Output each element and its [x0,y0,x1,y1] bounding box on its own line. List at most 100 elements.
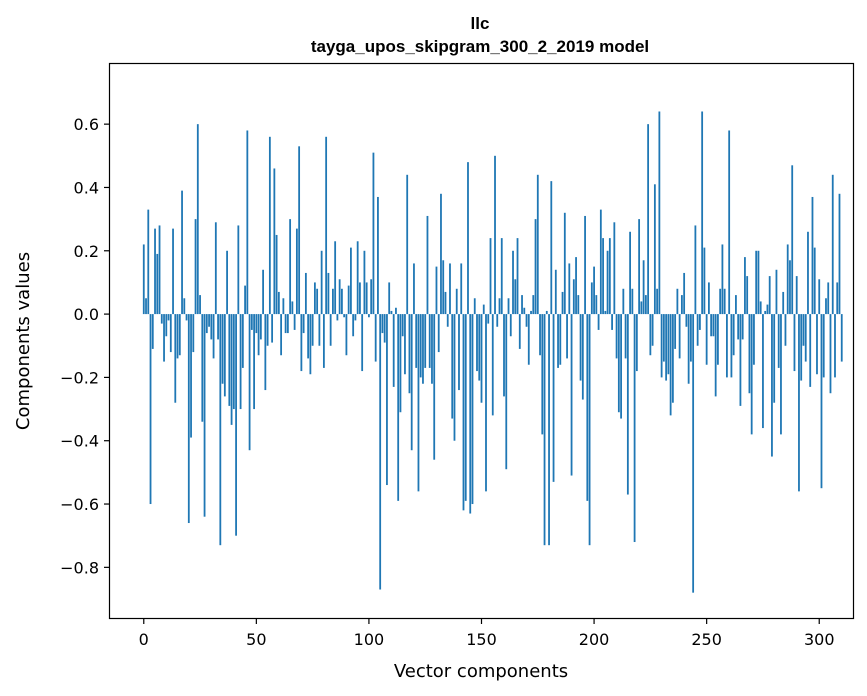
bar-161 [505,314,508,470]
bar-182 [552,314,555,482]
bar-96 [359,282,361,315]
bar-127 [428,314,431,368]
bar-211 [617,314,620,413]
bar-163 [509,314,512,337]
bar-246 [696,314,699,346]
bar-57 [271,314,274,343]
bar-206 [606,250,609,315]
bar-293 [802,314,805,346]
bar-90 [345,314,348,356]
bar-298 [813,247,816,315]
chart-title: llc [471,14,490,33]
bar-35 [221,314,224,384]
bar-265 [739,314,742,406]
bar-148 [476,314,478,372]
bar-207 [608,238,611,315]
bar-128 [431,314,433,384]
bar-242 [687,314,690,384]
bar-101 [370,279,373,315]
bar-284 [782,291,785,315]
bar-279 [771,314,773,457]
bar-258 [723,288,726,315]
bar-87 [338,279,341,315]
bar-193 [577,295,580,315]
bar-70 [300,314,303,372]
bar-273 [757,250,760,315]
y-axis-label: Components values [13,252,34,430]
bar-239 [680,295,683,315]
bar-114 [399,314,402,413]
bar-50 [255,314,258,334]
bar-205 [604,310,607,315]
plot-frame [108,62,855,620]
bar-234 [669,314,672,416]
bar-174 [534,219,537,315]
bar-261 [730,314,733,378]
bar-131 [437,314,440,353]
bar-299 [816,314,818,375]
bar-141 [460,263,463,315]
chart-subtitle: tayga_upos_skipgram_300_2_2019 model [311,37,649,56]
bar-249 [703,247,706,315]
bar-138 [453,314,456,441]
bar-267 [744,257,746,315]
bar-27 [203,314,206,517]
bar-62 [282,298,285,315]
bar-98 [363,250,366,315]
bar-300 [818,279,821,315]
bar-18 [183,298,186,315]
bar-109 [388,282,391,315]
bar-134 [444,291,447,315]
bar-277 [766,304,769,315]
bar-245 [694,225,697,315]
bar-107 [383,314,386,343]
bar-79 [320,250,323,315]
bar-255 [717,314,719,365]
bar-111 [392,314,395,387]
bar-307 [834,314,836,378]
bar-297 [811,196,814,315]
bar-86 [336,314,339,321]
bar-262 [732,314,735,356]
bar-176 [539,314,541,356]
bar-54 [264,314,267,391]
bar-121 [415,314,418,368]
bar-276 [764,310,767,315]
bar-204 [602,238,604,315]
bar-286 [786,244,789,315]
bar-12 [169,314,172,353]
bar-88 [341,288,343,315]
bar-93 [352,314,355,337]
bar-201 [595,295,598,315]
bar-223 [644,295,647,315]
bar-49 [253,314,255,410]
bar-159 [500,238,503,315]
bar-0 [142,244,145,315]
bar-231 [662,314,665,362]
bar-170 [525,314,528,327]
bar-235 [671,314,674,403]
bar-89 [343,314,346,318]
bar-67 [293,314,296,330]
bar-295 [807,231,809,315]
bar-81 [325,136,328,315]
bar-244 [692,314,695,593]
bar-292 [800,314,803,381]
bar-287 [789,260,791,315]
bar-162 [507,298,510,315]
bar-237 [676,288,679,315]
bar-124 [422,314,424,384]
bar-303 [825,298,827,315]
bar-92 [350,247,352,315]
bar-291 [798,314,800,492]
bar-195 [581,314,584,400]
bar-224 [647,124,650,315]
bar-26 [201,314,204,422]
bar-214 [624,314,627,359]
bar-118 [408,314,411,394]
bar-76 [313,282,316,315]
bar-60 [277,291,280,315]
bar-125 [424,314,427,368]
bar-253 [712,314,715,337]
bar-47 [248,314,251,451]
